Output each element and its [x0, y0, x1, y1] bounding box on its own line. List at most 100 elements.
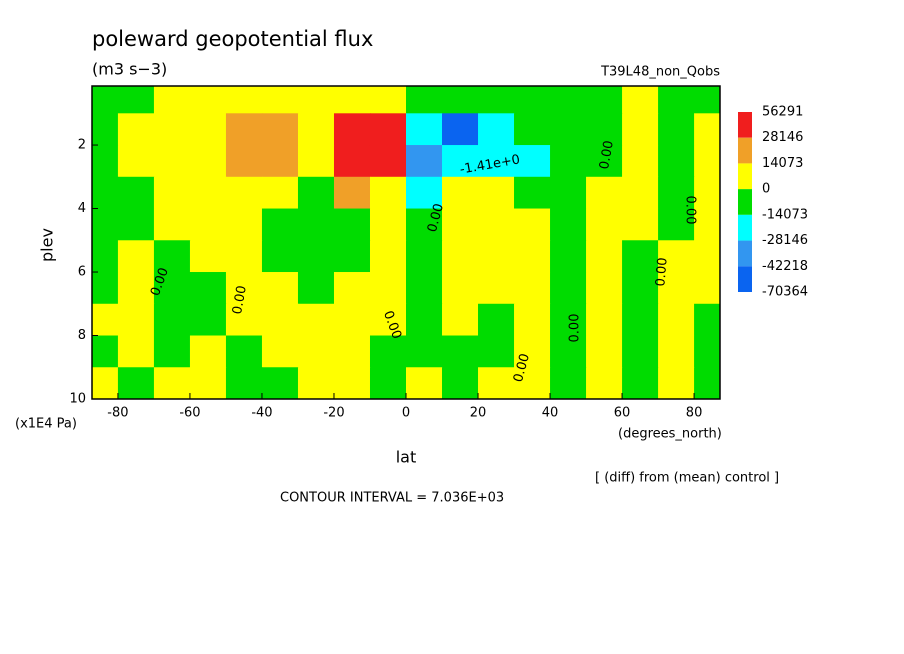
- field-cell: [333, 272, 371, 305]
- field-cell: [369, 367, 407, 400]
- field-cell: [442, 113, 479, 146]
- field-cell: [225, 113, 263, 146]
- field-cell: [514, 208, 551, 241]
- y-tick-label: 8: [78, 328, 86, 343]
- field-cell: [189, 303, 227, 337]
- field-cell: [369, 86, 407, 114]
- field-cell: [92, 272, 119, 305]
- colorbar-box: [738, 266, 752, 292]
- field-cell: [369, 335, 407, 368]
- field-cell: [92, 113, 119, 146]
- field-cell: [333, 208, 371, 241]
- field-cell: [658, 240, 695, 273]
- field-cell: [153, 86, 191, 114]
- field-cell: [333, 367, 371, 400]
- field-cell: [225, 335, 263, 368]
- field-cell: [117, 367, 155, 400]
- y-axis-unit: (x1E4 Pa): [15, 417, 77, 432]
- field-cell: [261, 176, 299, 210]
- field-cell: [586, 176, 623, 210]
- field-cell: [261, 240, 299, 273]
- field-cell: [658, 145, 695, 178]
- field-cell: [586, 335, 623, 368]
- field-cell: [694, 208, 721, 241]
- field-cell: [153, 303, 191, 337]
- field-cell: [586, 272, 623, 305]
- field-cell: [117, 86, 155, 114]
- field-cell: [92, 145, 119, 178]
- field-cell: [297, 367, 335, 400]
- colorbar-box: [738, 163, 752, 190]
- field-cell: [189, 335, 227, 368]
- field-cell: [550, 176, 587, 210]
- field-cell: [694, 367, 721, 400]
- x-tick-label: 40: [542, 406, 559, 421]
- field-cell: [478, 86, 515, 114]
- field-cell: [694, 272, 721, 305]
- field-cell: [406, 176, 443, 210]
- field-cell: [153, 208, 191, 241]
- field-cell: [297, 272, 335, 305]
- x-tick-label: 80: [686, 406, 703, 421]
- field-cell: [369, 272, 407, 305]
- field-cell: [117, 145, 155, 178]
- field-cell: [333, 176, 371, 210]
- field-cell: [369, 303, 407, 337]
- field-cell: [442, 176, 479, 210]
- y-tick-label: 4: [78, 201, 86, 216]
- field-cell: [550, 272, 587, 305]
- field-cell: [117, 335, 155, 368]
- field-cell: [514, 272, 551, 305]
- field-cell: [514, 145, 551, 178]
- field-cell: [297, 240, 335, 273]
- field-cell: [442, 272, 479, 305]
- field-cell: [658, 86, 695, 114]
- colorbar-label: 56291: [762, 105, 803, 120]
- field-cell: [117, 208, 155, 241]
- field-cell: [442, 240, 479, 273]
- field-cell: [694, 176, 721, 210]
- field-cell: [225, 367, 263, 400]
- field-cell: [586, 303, 623, 337]
- field-cell: [514, 335, 551, 368]
- field-cell: [550, 86, 587, 114]
- field-cell: [92, 86, 119, 114]
- field-cell: [514, 86, 551, 114]
- field-cell: [622, 240, 659, 273]
- field-cell: [514, 176, 551, 210]
- field-cell: [622, 303, 659, 337]
- field-cell: [478, 208, 515, 241]
- field-cell: [514, 367, 551, 400]
- field-cell: [622, 335, 659, 368]
- contour-label: 0.00: [683, 196, 698, 225]
- field-cell: [261, 86, 299, 114]
- x-tick-label: -80: [107, 406, 128, 421]
- field-cell: [369, 208, 407, 241]
- x-axis-unit: (degrees_north): [618, 427, 722, 442]
- field-cell: [297, 303, 335, 337]
- field-cell: [694, 303, 721, 337]
- contour-label: 0.00: [425, 202, 447, 234]
- field-cell: [153, 113, 191, 146]
- x-tick-label: -40: [251, 406, 272, 421]
- field-cell: [333, 240, 371, 273]
- field-cell: [550, 335, 587, 368]
- field: [92, 86, 721, 400]
- field-cell: [406, 240, 443, 273]
- field-cell: [297, 113, 335, 146]
- field-cell: [586, 86, 623, 114]
- colorbar-label: -28146: [762, 233, 808, 248]
- run-label: T39L48_non_Qobs: [600, 65, 720, 80]
- x-axis-label: lat: [396, 448, 417, 467]
- field-cell: [406, 145, 443, 178]
- field-cell: [406, 113, 443, 146]
- field-cell: [117, 240, 155, 273]
- field-cell: [117, 176, 155, 210]
- field-cell: [261, 208, 299, 241]
- field-cell: [658, 303, 695, 337]
- field-cell: [261, 335, 299, 368]
- field-cell: [478, 145, 515, 178]
- field-cell: [622, 113, 659, 146]
- field-cell: [225, 240, 263, 273]
- field-cell: [406, 335, 443, 368]
